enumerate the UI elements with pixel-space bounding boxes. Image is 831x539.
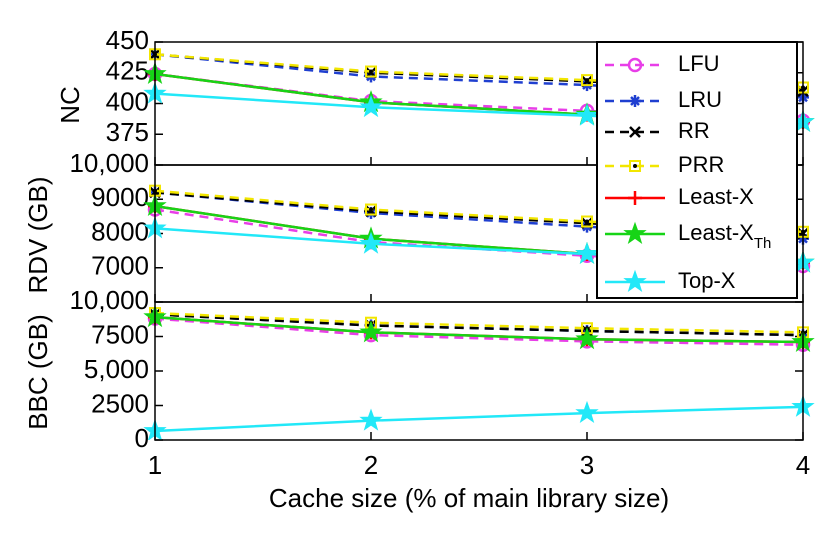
marker — [359, 94, 383, 118]
y-tick-label: 5,000 — [84, 354, 149, 384]
series-line — [154, 317, 804, 347]
marker — [575, 103, 599, 126]
marker-dot — [369, 207, 373, 212]
legend-name: LRU — [678, 87, 722, 112]
marker — [365, 203, 377, 216]
data-point — [575, 103, 599, 126]
y-tick-label: 2500 — [91, 388, 149, 418]
data-point — [575, 327, 599, 350]
marker — [623, 221, 647, 244]
marker — [359, 408, 383, 431]
marker — [575, 400, 599, 424]
legend-label: Least-XTh — [678, 220, 771, 252]
y-tick-label: 375 — [106, 117, 149, 147]
marker — [365, 65, 377, 78]
legend-label: LFU — [678, 51, 720, 76]
data-point — [581, 74, 593, 87]
data-point — [359, 94, 383, 118]
legend-label: LRU — [678, 87, 722, 112]
marker — [581, 215, 593, 228]
x-tick-label: 3 — [580, 450, 594, 480]
legend-name: RR — [678, 118, 710, 143]
y-tick-label: 10,000 — [69, 148, 149, 178]
marker — [359, 231, 383, 254]
marker-part — [629, 126, 641, 138]
y-tick-label: 7500 — [91, 319, 149, 349]
marker — [629, 160, 641, 172]
y-axis-label: RDV (GB) — [23, 177, 53, 294]
y-tick-label: 7000 — [91, 251, 149, 281]
legend-name: Least-X — [678, 220, 754, 245]
y-tick-label: 10,000 — [69, 285, 149, 315]
marker — [581, 74, 593, 87]
marker — [575, 327, 599, 350]
y-axis-label: BBC (GB) — [23, 314, 53, 430]
y-tick-label: 8000 — [91, 216, 149, 246]
marker — [575, 241, 599, 264]
data-point — [359, 231, 383, 254]
marker — [627, 57, 643, 73]
legend-name: LFU — [678, 51, 720, 76]
axes-frame — [154, 301, 804, 441]
legend-name: PRR — [678, 152, 724, 177]
x-tick-label: 1 — [148, 450, 162, 480]
marker-dot — [585, 219, 589, 224]
data-point — [365, 203, 377, 216]
legend-subscript: Th — [754, 235, 772, 252]
data-point — [581, 215, 593, 228]
data-point — [359, 408, 383, 431]
series-line — [154, 405, 804, 433]
y-tick-label: 425 — [106, 56, 149, 86]
series-line — [154, 311, 804, 334]
x-tick-label: 2 — [364, 450, 378, 480]
marker-dot — [585, 78, 589, 83]
marker-part — [630, 96, 640, 106]
marker — [359, 320, 383, 343]
marker-dot — [633, 164, 637, 168]
data-point — [575, 241, 599, 264]
series-line — [154, 313, 804, 337]
y-tick-label: 450 — [106, 25, 149, 55]
plot-area — [143, 304, 815, 440]
data-point — [359, 320, 383, 343]
data-point — [365, 65, 377, 78]
legend-label: Least-X — [678, 184, 754, 209]
legend-name: Top-X — [678, 268, 736, 293]
data-point — [575, 400, 599, 424]
y-tick-label: 9000 — [91, 182, 149, 212]
x-axis-label: Cache size (% of main library size) — [269, 483, 669, 513]
y-tick-label: 400 — [106, 86, 149, 116]
x-tick-label: 4 — [796, 450, 810, 480]
y-tick-label: 0 — [135, 423, 149, 453]
legend-name: Least-X — [678, 184, 754, 209]
series-line — [154, 315, 804, 344]
y-axis-label: NC — [55, 86, 85, 124]
series-line — [154, 315, 804, 344]
marker-dot — [369, 69, 373, 74]
legend-label: RR — [678, 118, 710, 143]
legend-label: Top-X — [678, 268, 736, 293]
legend-label: PRR — [678, 152, 724, 177]
marker — [623, 269, 647, 292]
